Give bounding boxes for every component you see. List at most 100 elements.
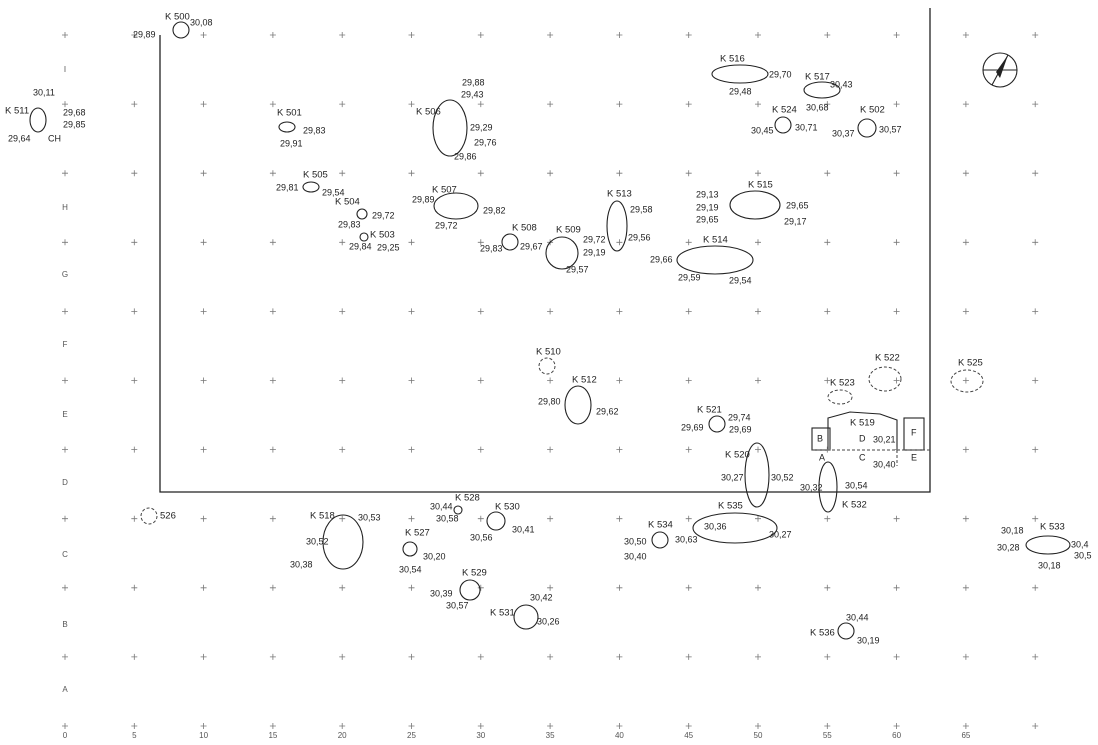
k519-structure xyxy=(811,411,930,466)
grid-cross xyxy=(62,32,68,38)
feature-outline xyxy=(803,81,841,99)
grid-cross xyxy=(755,32,761,38)
y-axis-label: B xyxy=(62,620,67,629)
grid-cross xyxy=(962,446,969,453)
elevation-label: 30,53 xyxy=(358,512,381,522)
grid-cross xyxy=(62,446,68,453)
elevation-label: 29,58 xyxy=(630,204,653,214)
elevation-label: 29,54 xyxy=(729,275,752,285)
grid-cross xyxy=(131,653,138,660)
grid-cross xyxy=(893,653,900,660)
feature-label: K 536 xyxy=(810,628,835,639)
feature-label: K 510 xyxy=(536,347,561,358)
feature-outline xyxy=(606,200,628,252)
elevation-label: 30,36 xyxy=(704,521,727,531)
grid-cross xyxy=(339,32,346,38)
feature-label: K 517 xyxy=(805,72,830,83)
elevation-label: 29,88 xyxy=(462,77,485,87)
section-box xyxy=(827,411,898,450)
grid-cross xyxy=(62,723,68,729)
feature-outline xyxy=(1025,535,1071,555)
grid-cross xyxy=(893,446,900,453)
elevation-label: 30,5 xyxy=(1074,550,1092,560)
grid-cross xyxy=(200,101,207,108)
grid-cross xyxy=(408,446,415,453)
grid-cross xyxy=(200,653,207,660)
grid-cross xyxy=(616,723,623,729)
feature: K 520 30,27 30,52 xyxy=(721,442,794,508)
grid-cross xyxy=(200,723,207,729)
elevation-label: 30,40 xyxy=(624,551,647,561)
grid-cross xyxy=(1032,308,1039,315)
feature: 526 xyxy=(140,507,176,525)
grid-cross xyxy=(131,723,138,729)
grid-cross xyxy=(962,32,969,38)
grid-cross xyxy=(269,377,276,384)
x-axis-label: 0 xyxy=(63,731,68,740)
grid-cross xyxy=(547,584,554,591)
grid-cross xyxy=(685,723,692,729)
grid-cross xyxy=(131,101,138,108)
boundary-line xyxy=(159,8,931,493)
grid-cross xyxy=(62,653,68,660)
elevation-label: 30,38 xyxy=(290,559,313,569)
grid-cross xyxy=(547,446,554,453)
elevation-label: 29,66 xyxy=(650,254,673,264)
grid-cross xyxy=(685,239,692,246)
grid-cross xyxy=(131,170,138,177)
feature: K 512 29,80 29,62 xyxy=(538,375,619,425)
feature-label: K 524 xyxy=(772,105,797,116)
feature: K 532 30,32 30,54 xyxy=(800,461,868,513)
grid-cross xyxy=(408,239,415,246)
grid-cross xyxy=(962,653,969,660)
feature: K 522 xyxy=(868,353,902,392)
y-axis-label: G xyxy=(62,270,68,279)
feature-label: K 502 xyxy=(860,105,885,116)
feature: K 518 30,53 30,52 30,38 xyxy=(290,511,381,570)
feature-label: K 512 xyxy=(572,375,597,386)
grid-cross xyxy=(685,170,692,177)
feature-outline xyxy=(827,389,853,405)
feature-outline xyxy=(818,461,838,513)
grid-cross xyxy=(269,515,276,522)
grid-cross xyxy=(477,584,484,591)
grid-cross xyxy=(1032,170,1039,177)
elevation-label: 30,40 xyxy=(873,459,896,469)
grid-cross xyxy=(131,377,138,384)
grid-cross xyxy=(547,377,554,384)
grid-cross xyxy=(893,32,900,38)
elevation-label: 29,62 xyxy=(596,406,619,416)
grid-cross xyxy=(755,446,761,453)
excavation-boundary xyxy=(159,8,931,493)
elevation-label: 30,42 xyxy=(530,592,553,602)
elevation-label: 30,71 xyxy=(795,122,818,132)
x-axis-label: 30 xyxy=(476,731,485,740)
elevation-label: 29,65 xyxy=(696,214,719,224)
elevation-label: 30,27 xyxy=(721,472,744,482)
grid-cross xyxy=(200,377,207,384)
feature: K 530 30,56 30,41 xyxy=(470,502,535,543)
grid-cross xyxy=(824,723,831,729)
elevation-label: 30,54 xyxy=(399,564,422,574)
elevation-label: 30,37 xyxy=(832,128,855,138)
elevation-label: 29,56 xyxy=(628,232,651,242)
grid-cross xyxy=(893,584,900,591)
feature: K 506 29,88 29,43 29,29 29,76 29,86 xyxy=(416,77,497,161)
grid-cross xyxy=(408,653,415,660)
elevation-label: 30,32 xyxy=(800,482,823,492)
grid-cross xyxy=(408,32,415,38)
feature-label: K 528 xyxy=(455,493,480,504)
grid-cross xyxy=(616,170,623,177)
elevation-label: 29,29 xyxy=(470,122,493,132)
elevation-label: 29,19 xyxy=(583,247,606,257)
grid-cross xyxy=(893,239,900,246)
grid-cross xyxy=(824,308,831,315)
grid-cross xyxy=(685,377,692,384)
elevation-label: 30,57 xyxy=(879,124,902,134)
feature-outline xyxy=(538,357,556,375)
grid-cross xyxy=(685,653,692,660)
grid-cross xyxy=(477,170,484,177)
